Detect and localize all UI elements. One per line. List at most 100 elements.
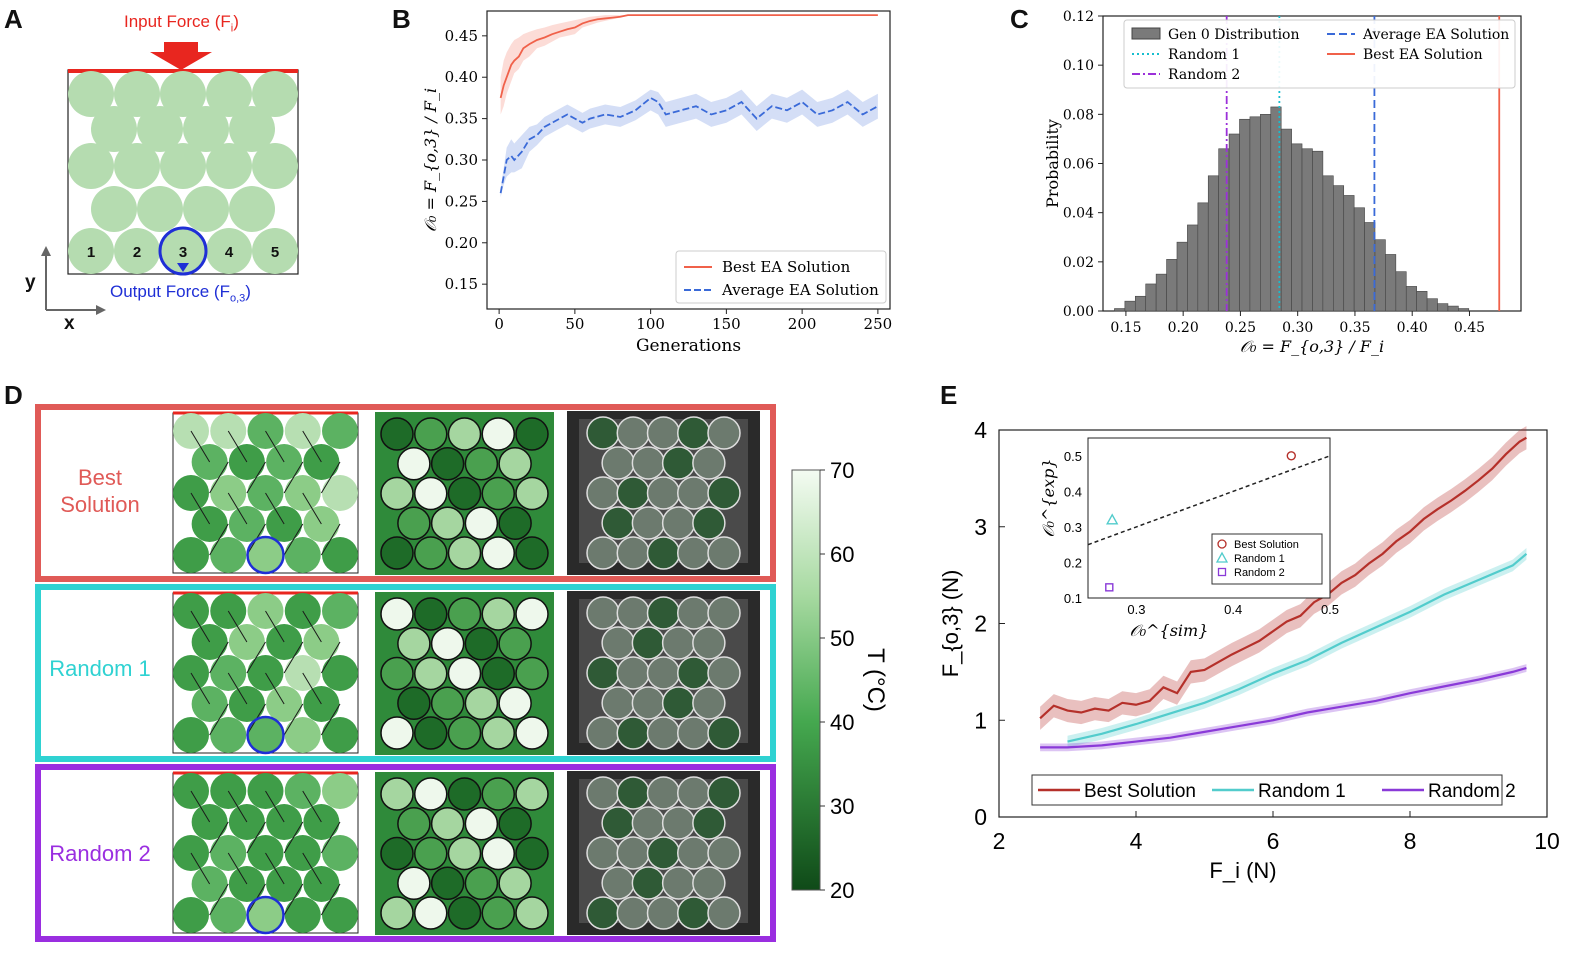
inset-y-tick-label: 0.1	[1064, 591, 1082, 606]
photoelastic-disk	[447, 896, 482, 930]
experiment-disk	[616, 836, 650, 870]
legend-swatch	[1131, 27, 1161, 40]
force-chain	[209, 523, 229, 556]
particle	[322, 537, 358, 573]
photoelastic-disk	[481, 896, 515, 930]
histogram-bar	[1364, 222, 1376, 312]
histogram-bar	[1312, 150, 1324, 312]
photoelastic-disk	[380, 716, 414, 750]
experiment-disk	[677, 776, 711, 810]
chart-e: 2 4 6 8 10 0 1 2 3 4 F_i (N) F_{o,3} (N) Best Soluti…	[938, 417, 1560, 883]
output-particle-ring	[246, 895, 285, 935]
photoelastic-disk	[430, 866, 465, 900]
histogram-bar	[1145, 283, 1157, 312]
experiment-disk	[601, 506, 635, 540]
photoelastic-disk	[397, 807, 431, 841]
output-force-arrow	[177, 263, 189, 272]
particle	[183, 186, 229, 232]
particle	[68, 71, 114, 117]
histogram-bar	[1426, 298, 1438, 312]
experiment-disk	[616, 596, 650, 630]
force-chain	[227, 790, 248, 823]
histogram-bar	[1134, 295, 1147, 312]
x-axis-label: Generations	[636, 336, 741, 356]
particle	[91, 106, 137, 152]
y-tick-label: 0.06	[1063, 157, 1094, 173]
force-chain	[227, 492, 248, 525]
photoelastic-disk	[380, 896, 414, 930]
axis-y-arrowhead	[41, 246, 51, 256]
experiment-disk	[661, 686, 696, 720]
photoelastic-disk	[481, 836, 515, 871]
photoelastic-disk	[380, 417, 414, 451]
inset-y-tick-label: 0.2	[1064, 555, 1082, 570]
particle	[247, 897, 284, 933]
photoelastic-disk	[430, 807, 465, 841]
histogram-bar	[1155, 273, 1167, 312]
experiment-disk	[692, 446, 726, 480]
x-tick-label: 250	[864, 315, 893, 333]
experiment-disk	[661, 806, 696, 840]
force-chain	[246, 821, 266, 854]
input-force-close: )	[233, 12, 239, 31]
experiment-disk	[707, 416, 741, 450]
particle	[252, 228, 298, 274]
chart-b: 0 50 100 150 200 250 0.15 0.20 0.25 0.30 0.35 0.40 0…	[421, 10, 893, 356]
particle	[322, 835, 358, 871]
panel-letter-e: E	[940, 380, 958, 410]
histogram-bar	[1291, 143, 1303, 312]
photoelastic-disk	[515, 597, 549, 631]
inset-legend-label: Random 2	[1234, 567, 1285, 579]
experiment-disk	[677, 896, 711, 930]
experiment-disk	[616, 476, 650, 510]
particle	[322, 475, 358, 511]
particle	[68, 143, 114, 189]
histogram-bar	[1395, 271, 1407, 312]
photoelastic-disk	[498, 506, 532, 540]
y-tick-label: 0.45	[445, 27, 478, 45]
photoelastic-disk	[498, 807, 532, 841]
photoelastic-disk	[380, 536, 414, 570]
experiment-disk	[631, 806, 666, 840]
legend-box	[1123, 19, 1516, 89]
inset-y-tick-label: 0.4	[1064, 484, 1082, 499]
inset-y-tick-label: 0.3	[1064, 520, 1082, 535]
particle-number: 1	[87, 244, 95, 261]
force-chain	[320, 461, 341, 494]
experiment-disk	[601, 866, 635, 900]
particle	[284, 537, 321, 573]
experiment-disk	[646, 656, 681, 690]
force-chain	[246, 461, 266, 494]
particle	[252, 71, 298, 117]
y-tick-label: 0.04	[1063, 206, 1094, 222]
inset-legend-marker	[1215, 551, 1229, 563]
axis-x-letter: x	[64, 313, 75, 334]
experiment-disk	[616, 656, 650, 690]
series-line	[1067, 553, 1528, 743]
force-chain	[265, 610, 285, 643]
output-particle-ring	[246, 715, 285, 755]
particle	[206, 143, 252, 189]
experiment-disk	[677, 476, 711, 510]
particle	[206, 71, 252, 117]
force-chain	[283, 641, 304, 674]
experiment-disk	[661, 446, 696, 480]
force-chain	[265, 492, 285, 525]
photoelastic-disk	[515, 836, 549, 871]
force-chain	[190, 610, 211, 643]
y-tick-label: 0.12	[1063, 9, 1094, 25]
photoelastic-disk	[447, 777, 482, 811]
photoelastic-disk	[397, 866, 431, 900]
experiment-disk	[646, 476, 681, 510]
row-frame	[35, 404, 776, 582]
photoelastic-disk	[414, 476, 448, 511]
photoelastic-disk	[515, 656, 549, 691]
photoelastic-disk	[464, 506, 499, 540]
photoelastic-disk	[515, 716, 549, 750]
row-label-random1-text: Random 1	[49, 656, 151, 681]
x-tick-label: 6	[1267, 828, 1280, 854]
force-chain	[320, 883, 341, 916]
photoelastic-disk	[498, 866, 532, 900]
particle	[91, 186, 137, 232]
x-tick-label: 0.40	[1397, 320, 1428, 336]
